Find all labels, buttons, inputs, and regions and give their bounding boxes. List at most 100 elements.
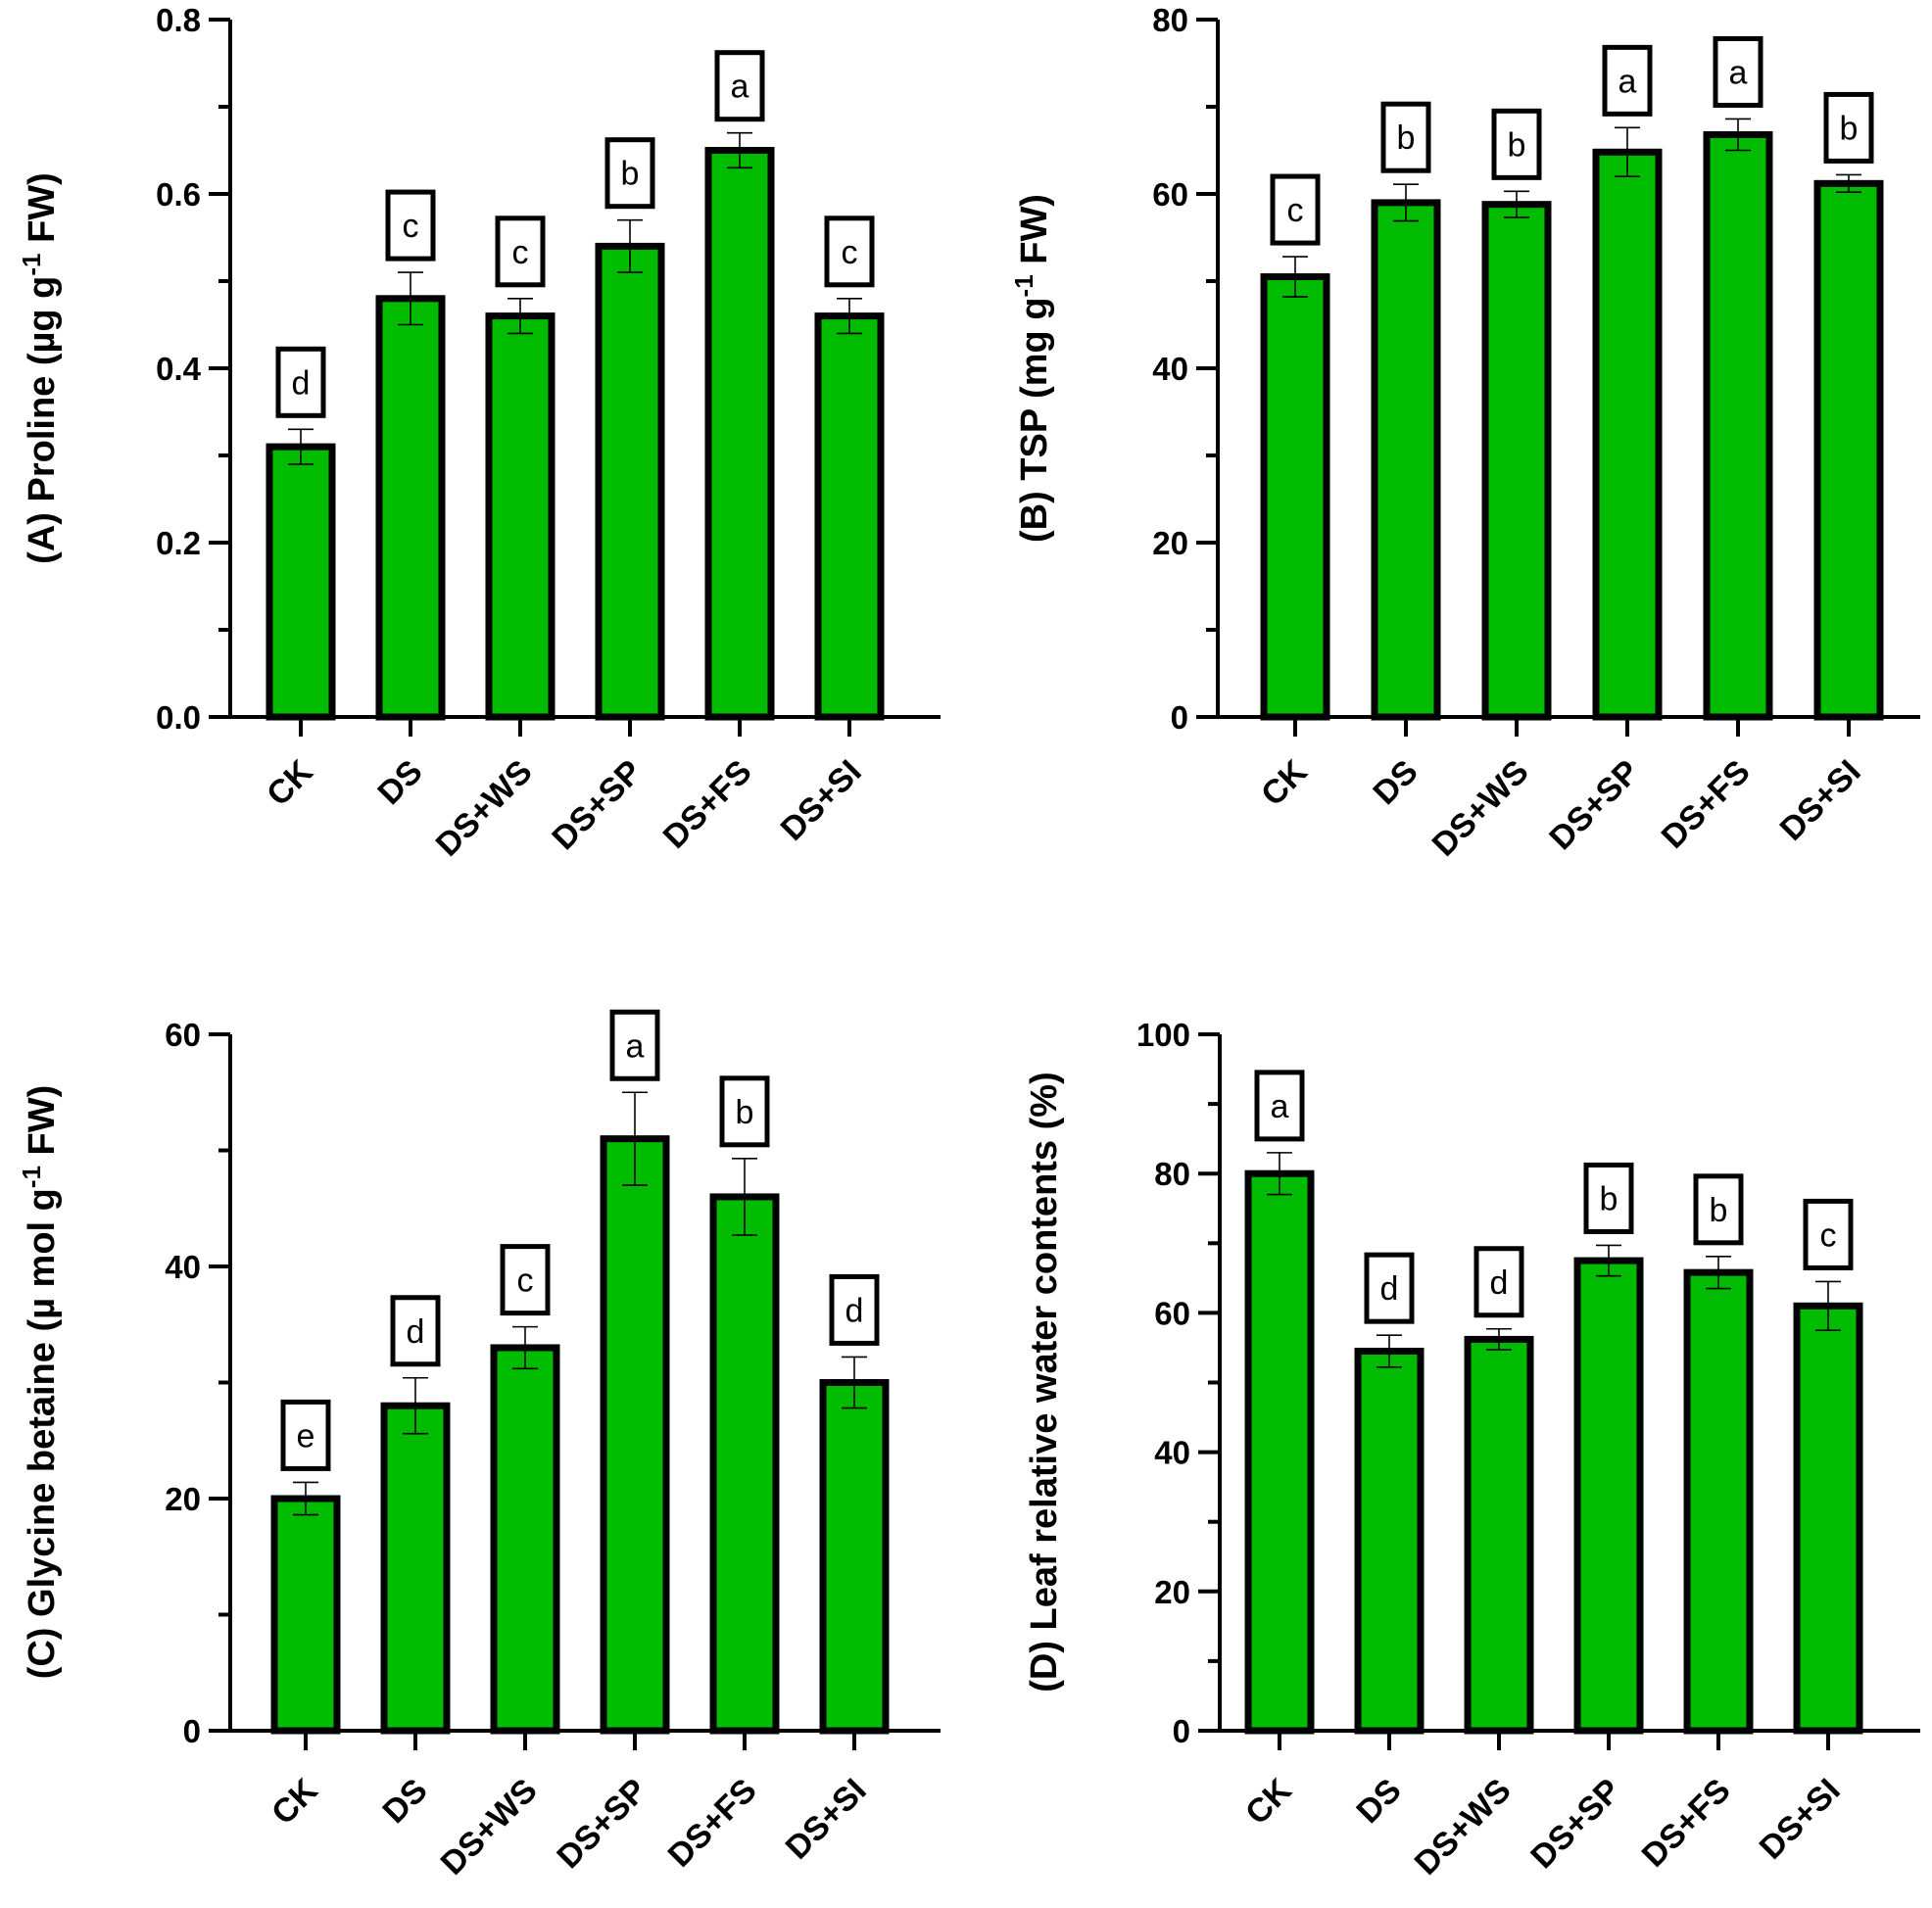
panel-c-letter-box xyxy=(500,1244,551,1316)
panel-c-significance-letter: d xyxy=(845,1292,864,1329)
panel-a-category-label: DS xyxy=(370,753,429,812)
panel-d-y-tick-label: 80 xyxy=(1154,1156,1190,1192)
panel-a-y-tick-label: 0.0 xyxy=(156,699,201,736)
panel-d-category-label: DS+SI xyxy=(1753,1772,1848,1867)
panel-b-y-axis-title-superscript: -1 xyxy=(1009,274,1038,297)
panel-b-y-tick-label: 80 xyxy=(1152,2,1188,38)
panel-b-category-label: DS+SI xyxy=(1773,753,1868,848)
panel-d-letter-box xyxy=(1254,1070,1305,1142)
panel-a-bar-ds-si xyxy=(814,312,885,721)
panel-b-chart: 0 20 40 60 80 (B) TSP (mg g-1 FW) c CK b DS b DS+WS… xyxy=(1009,2,1920,864)
panel-c-y-tick-label: 20 xyxy=(165,1481,201,1517)
panel-d-bar-ds-fs xyxy=(1683,1268,1754,1735)
panel-b-y-tick-label: 40 xyxy=(1152,351,1188,387)
panel-b-letter-box xyxy=(1602,44,1653,117)
panel-b-category-label: DS+WS xyxy=(1425,753,1536,864)
panel-b-bar-ds xyxy=(1371,199,1441,721)
panel-d-letter-box xyxy=(1693,1173,1744,1246)
panel-a-bar-ds-sp xyxy=(595,242,665,721)
panel-b-bar-ds-fs xyxy=(1703,130,1773,721)
panel-b-category-label: DS xyxy=(1366,753,1425,812)
panel-a-letter-box xyxy=(714,50,765,122)
panel-d-category-label: DS+WS xyxy=(1408,1772,1519,1883)
panel-d-y-tick-label: 60 xyxy=(1154,1295,1190,1331)
panel-d-y-tick-label: 20 xyxy=(1154,1574,1190,1610)
panel-a-bar-ck xyxy=(266,443,336,721)
panel-d-y-tick-label: 40 xyxy=(1154,1435,1190,1471)
panel-a-significance-letter: d xyxy=(292,364,311,402)
panel-a-significance-letter: c xyxy=(842,234,858,271)
panel-d-significance-letter: a xyxy=(1271,1088,1289,1125)
panel-d-bar-ds-ws xyxy=(1464,1335,1534,1735)
panel-c-letter-box xyxy=(390,1295,441,1367)
panel-c-y-axis-title-main: (C) Glycine betaine (µ mol g xyxy=(22,1188,63,1679)
panel-a-letter-box xyxy=(495,215,546,288)
panel-c-bar-ds-fs xyxy=(709,1193,780,1735)
panel-d-y-axis-title: (D) Leaf relative water contents (%) xyxy=(1024,1072,1065,1692)
panel-a-significance-letter: c xyxy=(403,208,419,245)
panel-b-letter-box xyxy=(1270,173,1321,246)
panel-b-significance-letter: b xyxy=(1397,119,1416,157)
panel-c-significance-letter: b xyxy=(736,1094,754,1131)
panel-c-bar-ck xyxy=(270,1495,341,1735)
panel-c-significance-letter: e xyxy=(297,1417,315,1455)
panel-c-category-label: DS+SP xyxy=(550,1772,653,1876)
panel-b-category-label: CK xyxy=(1254,752,1315,813)
panel-b-significance-letter: b xyxy=(1840,110,1859,147)
panel-a-category-label: DS+SI xyxy=(774,753,869,848)
panel-b-y-tick-label: 0 xyxy=(1171,699,1188,736)
panel-c-bar-ds-ws xyxy=(490,1344,560,1735)
panel-c-significance-letter: d xyxy=(407,1313,425,1351)
panel-c-category-label: DS+WS xyxy=(434,1772,545,1883)
panel-b-y-axis-title: (B) TSP (mg g-1 FW) xyxy=(1009,194,1055,543)
panel-b-letter-box xyxy=(1380,101,1431,173)
panel-b-y-tick-label: 20 xyxy=(1152,525,1188,561)
panel-d-letter-box xyxy=(1473,1246,1524,1318)
panel-b-letter-box xyxy=(1823,91,1874,164)
panel-a-category-label: DS+FS xyxy=(656,753,759,856)
panel-a-bar-ds-fs xyxy=(704,147,775,721)
panel-a-letter-box xyxy=(275,346,326,418)
panel-c-y-tick-label: 60 xyxy=(165,1017,201,1053)
panel-d-significance-letter: b xyxy=(1600,1180,1618,1217)
panel-a-significance-letter: c xyxy=(512,234,529,271)
panel-b-category-label: DS+FS xyxy=(1655,753,1758,856)
panel-c-category-label: DS+SI xyxy=(779,1772,874,1867)
panel-b-significance-letter: c xyxy=(1287,192,1304,229)
panel-d-bar-ds-si xyxy=(1793,1302,1863,1735)
panel-c-y-axis-title-superscript: -1 xyxy=(17,1166,46,1188)
panel-a-y-tick-label: 0.4 xyxy=(156,351,202,387)
panel-b-significance-letter: a xyxy=(1729,54,1748,91)
panel-b-y-axis-title-tail: FW) xyxy=(1014,194,1055,274)
panel-d-significance-letter: d xyxy=(1380,1270,1399,1308)
panel-a-y-tick-label: 0.8 xyxy=(156,2,201,38)
panel-d-letter-box xyxy=(1803,1198,1854,1270)
panel-a-y-tick-label: 0.2 xyxy=(156,525,201,561)
panel-a-chart: 0.0 0.2 0.4 0.6 0.8 (A) Proline (µg g-1 FW) d C… xyxy=(17,2,941,864)
panel-d-y-axis-title-main: (D) Leaf relative water contents (%) xyxy=(1024,1072,1065,1692)
panel-c-letter-box xyxy=(829,1273,880,1346)
panel-a-bar-ds-ws xyxy=(485,312,555,721)
panel-a-y-tick-label: 0.6 xyxy=(156,176,201,213)
panel-d-category-label: DS+FS xyxy=(1635,1772,1738,1875)
panel-a-category-label: DS+WS xyxy=(429,753,540,864)
panel-c-significance-letter: a xyxy=(626,1027,645,1065)
panel-a-category-label: CK xyxy=(260,752,320,813)
panel-a-y-axis-title-superscript: -1 xyxy=(17,253,46,275)
panel-d-bar-ds-sp xyxy=(1573,1257,1644,1735)
panel-c-category-label: DS+FS xyxy=(661,1772,764,1875)
panel-c-y-tick-label: 0 xyxy=(183,1713,201,1749)
panel-c-category-label: CK xyxy=(265,1771,325,1832)
panel-b-letter-box xyxy=(1491,108,1542,180)
panel-a-letter-box xyxy=(604,137,655,210)
panel-b-bar-ds-si xyxy=(1813,179,1884,721)
panel-a-letter-box xyxy=(385,189,436,262)
panel-a-category-label: DS+SP xyxy=(545,753,649,857)
panel-c-y-axis-title-tail: FW) xyxy=(22,1085,63,1166)
panel-c-y-axis-title: (C) Glycine betaine (µ mol g-1 FW) xyxy=(17,1085,63,1680)
panel-d-category-label: CK xyxy=(1238,1771,1299,1832)
panel-b-y-axis-title-main: (B) TSP (mg g xyxy=(1014,297,1055,543)
panel-d-bar-ds xyxy=(1354,1348,1425,1735)
panel-d-letter-box xyxy=(1583,1162,1634,1234)
panel-b-bar-ds-sp xyxy=(1592,148,1663,721)
